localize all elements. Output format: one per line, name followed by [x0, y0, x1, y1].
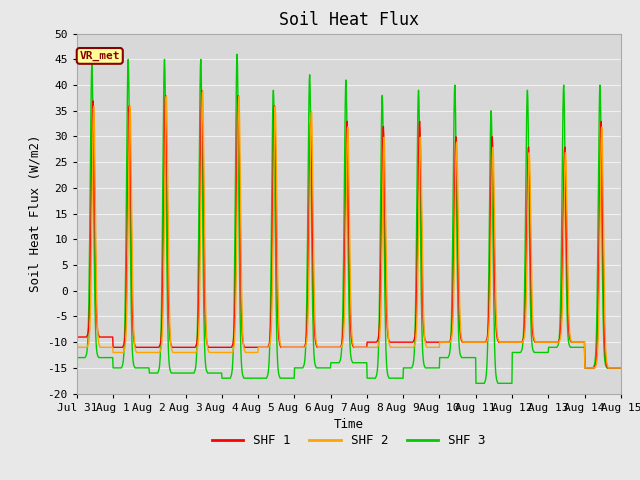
- Y-axis label: Soil Heat Flux (W/m2): Soil Heat Flux (W/m2): [29, 135, 42, 292]
- SHF 2: [199, 88, 207, 94]
- SHF 1: [180, 345, 188, 350]
- SHF 2: [553, 339, 561, 345]
- SHF 1: [434, 339, 442, 345]
- SHF 3: [73, 355, 81, 360]
- SHF 3: [472, 381, 480, 386]
- SHF 1: [617, 365, 625, 371]
- Text: VR_met: VR_met: [79, 51, 120, 61]
- Line: SHF 3: SHF 3: [77, 54, 621, 384]
- SHF 3: [233, 51, 241, 57]
- SHF 3: [553, 345, 561, 350]
- SHF 1: [553, 339, 561, 345]
- SHF 2: [194, 343, 202, 348]
- Line: SHF 1: SHF 1: [77, 91, 621, 368]
- SHF 2: [180, 349, 188, 355]
- SHF 2: [505, 339, 513, 345]
- SHF 3: [255, 375, 263, 381]
- SHF 1: [198, 88, 206, 94]
- SHF 1: [73, 334, 81, 340]
- Legend: SHF 1, SHF 2, SHF 3: SHF 1, SHF 2, SHF 3: [207, 429, 491, 452]
- SHF 2: [73, 345, 81, 350]
- SHF 3: [434, 365, 442, 371]
- SHF 1: [581, 365, 589, 371]
- SHF 1: [505, 339, 513, 345]
- Line: SHF 2: SHF 2: [77, 91, 621, 368]
- X-axis label: Time: Time: [334, 418, 364, 431]
- SHF 3: [617, 365, 625, 371]
- Title: Soil Heat Flux: Soil Heat Flux: [279, 11, 419, 29]
- SHF 2: [255, 345, 263, 350]
- SHF 2: [581, 365, 589, 371]
- SHF 2: [617, 365, 625, 371]
- SHF 1: [194, 329, 202, 335]
- SHF 3: [505, 381, 513, 386]
- SHF 1: [255, 345, 263, 350]
- SHF 2: [434, 345, 442, 350]
- SHF 3: [194, 305, 202, 311]
- SHF 3: [180, 370, 188, 376]
